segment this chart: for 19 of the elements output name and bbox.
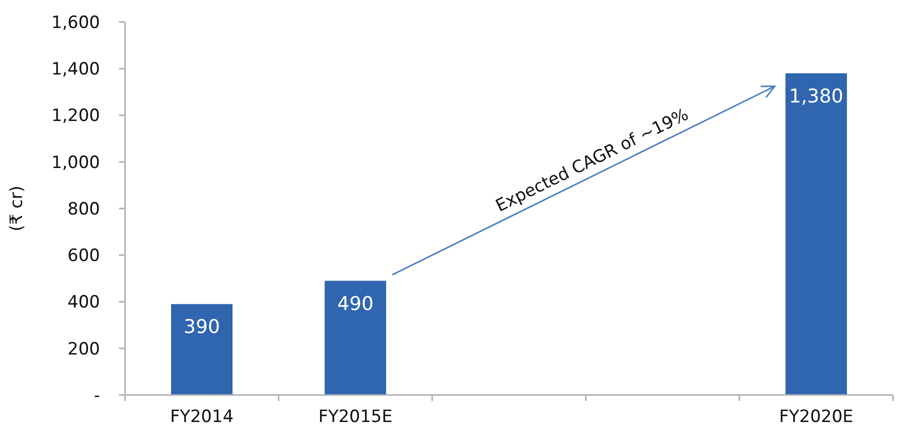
y-tick-label: 1,000: [51, 152, 100, 173]
data-label: 1,380: [788, 85, 844, 108]
data-label: 390: [184, 316, 220, 338]
y-tick-label: 1,400: [51, 60, 100, 80]
y-tick-label: 1,200: [51, 106, 100, 126]
y-tick-label: 400: [68, 292, 100, 313]
y-tick-label: 600: [68, 246, 100, 266]
data-label: 490: [337, 292, 374, 315]
bar: [324, 280, 386, 395]
y-tick-label: 1,600: [51, 12, 100, 33]
y-axis-title: (₹ cr): [7, 186, 27, 232]
x-tick-label: FY2020E: [779, 407, 854, 427]
bar: [171, 304, 233, 395]
x-tick-label: FY2015E: [318, 407, 392, 427]
bar: [785, 73, 847, 395]
y-tick-label: -: [94, 386, 100, 406]
x-tick-label: FY2014: [170, 407, 234, 427]
y-tick-label: 200: [68, 339, 100, 360]
y-tick-label: 800: [68, 199, 100, 220]
